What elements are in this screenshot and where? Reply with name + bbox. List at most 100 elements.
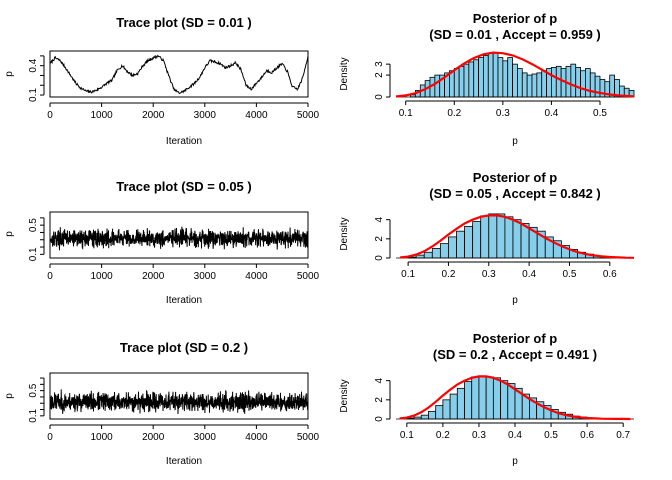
histogram-bar [536,72,543,98]
x-axis-label: Iteration [166,295,202,306]
histogram-bar [570,63,577,98]
x-tick-label: 0.1 [400,430,414,441]
chart-title: Trace plot (SD = 0.2 ) [120,340,248,355]
histogram-bar [431,248,441,259]
y-tick-label: 4 [374,377,385,383]
x-tick-label: 0 [47,110,53,121]
x-tick-label: 0.3 [496,108,510,119]
histogram-bar [575,67,581,98]
x-tick-label: 0.2 [447,108,461,119]
chart-subtitle: (SD = 0.01 , Accept = 0.959 ) [429,27,601,42]
x-tick-label: 0 [47,271,53,282]
histogram-bar [500,380,509,420]
chart-title: Posterior of p [473,331,558,346]
trace-plot-sd-001: Trace plot (SD = 0.01 ) Iteration p 0 100… [4,15,320,147]
density-curve [399,214,635,259]
y-tick-label: 0.1 [28,247,39,261]
histogram-bar [456,387,465,420]
x-axis-label: p [512,456,518,467]
histogram-bar [453,68,460,98]
histogram-bar [541,70,547,98]
x-tick-label: 0.4 [522,269,536,280]
x-tick-label: 0.7 [616,430,630,441]
y-tick-label: 0.1 [28,408,39,422]
y-tick-label: 2 [374,236,385,242]
histogram-bar [434,74,441,98]
trace-plot-sd-02: Trace plot (SD = 0.2 ) Iteration p 0 1000… [4,340,320,467]
x-tick-label: 1000 [90,271,113,282]
histogram-bar [456,230,465,259]
plot-box [49,50,309,98]
histogram-bar [442,399,451,420]
histogram-bar [463,63,470,98]
histogram-bar [472,221,482,259]
histogram-bar [551,67,557,98]
y-axis-label: Density [339,57,350,90]
density-curve [399,375,631,421]
x-tick-label: 5000 [297,110,320,121]
histogram-bar [487,52,494,98]
x-tick-label: 1000 [90,432,113,443]
trace-line [49,389,309,415]
x-tick-label: 2000 [142,110,165,121]
posterior-histogram-sd-005: Posterior of p (SD = 0.05 , Accept = 0.8… [339,170,635,306]
histogram-bar [488,213,498,259]
histogram-bar [580,70,586,98]
histogram-bar [507,57,513,98]
histogram-bar [448,236,457,259]
x-tick-label: 0.2 [436,430,450,441]
histogram-bar [464,381,473,420]
x-tick-label: 2000 [142,271,165,282]
trace-plot-sd-005: Trace plot (SD = 0.05 ) Iteration p 0 100… [4,179,320,306]
x-tick-label: 0.4 [508,430,522,441]
x-tick-label: 4000 [245,432,268,443]
x-tick-label: 5000 [297,432,320,443]
histogram-bar [435,405,444,420]
x-tick-label: 0.3 [472,430,486,441]
y-tick-label: 0.4 [28,58,39,72]
histogram-bar [594,75,601,98]
x-tick-label: 0.1 [399,108,413,119]
trace-line [49,54,309,95]
y-tick-label: 0 [374,94,385,100]
histogram-bar [449,393,458,420]
histogram-bar [473,59,479,98]
x-tick-label: 0.1 [401,269,415,280]
x-tick-label: 0.6 [580,430,594,441]
histogram-bar [478,57,484,98]
histogram-bar [512,63,518,98]
y-tick-label: 0.5 [28,218,39,232]
posterior-histogram-sd-02: Posterior of p (SD = 0.2 , Accept = 0.49… [339,331,634,467]
histogram-bar [478,375,487,420]
x-tick-label: 0.5 [563,269,577,280]
trace-line [49,226,309,251]
x-tick-label: 3000 [194,432,217,443]
chart-title: Trace plot (SD = 0.05 ) [116,179,251,194]
histogram-bar [449,70,455,98]
histogram-bar [585,68,591,98]
x-axis-label: Iteration [166,456,202,467]
x-tick-label: 2000 [142,432,165,443]
chart-title: Trace plot (SD = 0.01 ) [116,15,251,30]
chart-subtitle: (SD = 0.2 , Accept = 0.491 ) [433,347,597,362]
chart-title: Posterior of p [473,11,558,26]
histogram-bar [483,54,489,98]
y-tick-label: 0.1 [28,88,39,102]
histogram-bar [428,410,437,420]
x-tick-label: 5000 [297,271,320,282]
histogram-bar [471,376,480,420]
x-tick-label: 0.6 [603,269,617,280]
y-tick-label: 2 [374,397,385,403]
histogram-bar [480,215,490,259]
histogram-bar [504,216,514,259]
x-tick-label: 1000 [90,110,113,121]
x-axis-label: p [512,136,518,147]
x-tick-label: 3000 [194,110,217,121]
y-axis-label: p [4,71,15,77]
y-tick-label: 3 [374,61,385,67]
histogram-bar [492,52,499,98]
histogram-bar [531,73,538,98]
histogram-bar [439,243,449,259]
histogram-bar [502,60,509,98]
